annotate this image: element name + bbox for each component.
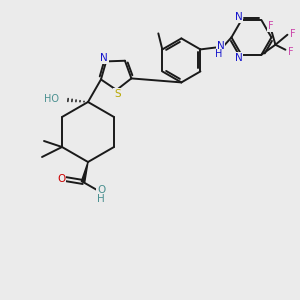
Text: N: N xyxy=(100,53,108,63)
Text: H: H xyxy=(215,50,222,59)
Text: F: F xyxy=(288,47,293,57)
Text: N: N xyxy=(235,12,242,22)
Text: O: O xyxy=(97,185,105,195)
Polygon shape xyxy=(81,162,88,182)
Text: S: S xyxy=(114,89,121,99)
Text: O: O xyxy=(57,174,65,184)
Text: F: F xyxy=(290,29,295,39)
Text: N: N xyxy=(217,41,224,51)
Text: H: H xyxy=(97,194,105,204)
Text: F: F xyxy=(268,21,273,31)
Text: N: N xyxy=(235,53,242,63)
Text: HO: HO xyxy=(44,94,59,104)
